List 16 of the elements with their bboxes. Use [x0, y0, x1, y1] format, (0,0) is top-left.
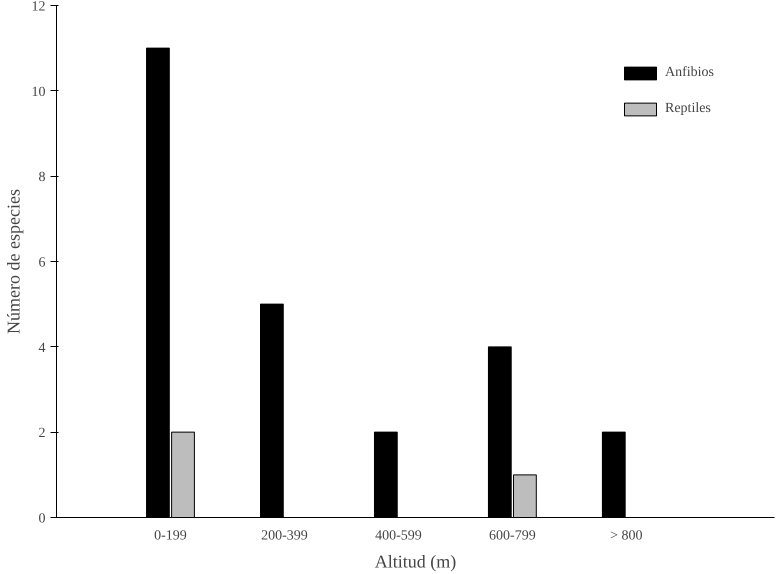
legend-label: Reptiles [665, 101, 711, 117]
x-tick-label: 200-399 [261, 528, 308, 544]
y-tick-label: 8 [38, 170, 46, 186]
y-tick-label: 6 [38, 256, 46, 270]
y-tick-label: 12 [32, 0, 46, 14]
y-tick-label: 4 [38, 340, 46, 356]
y-tick-label: 2 [38, 426, 46, 442]
x-tick-label: 0-199 [154, 528, 187, 544]
y-tick-label: 10 [32, 84, 46, 100]
y-axis-title: Número de especies [4, 189, 24, 334]
legend-label: Anfibios [665, 65, 714, 81]
x-tick-label: 600-799 [489, 528, 536, 544]
y-tick-label: 0 [38, 512, 46, 526]
x-tick-label: 400-599 [375, 528, 422, 544]
x-tick-label: > 800 [610, 528, 643, 544]
x-axis-title: Altitud (m) [374, 552, 456, 572]
